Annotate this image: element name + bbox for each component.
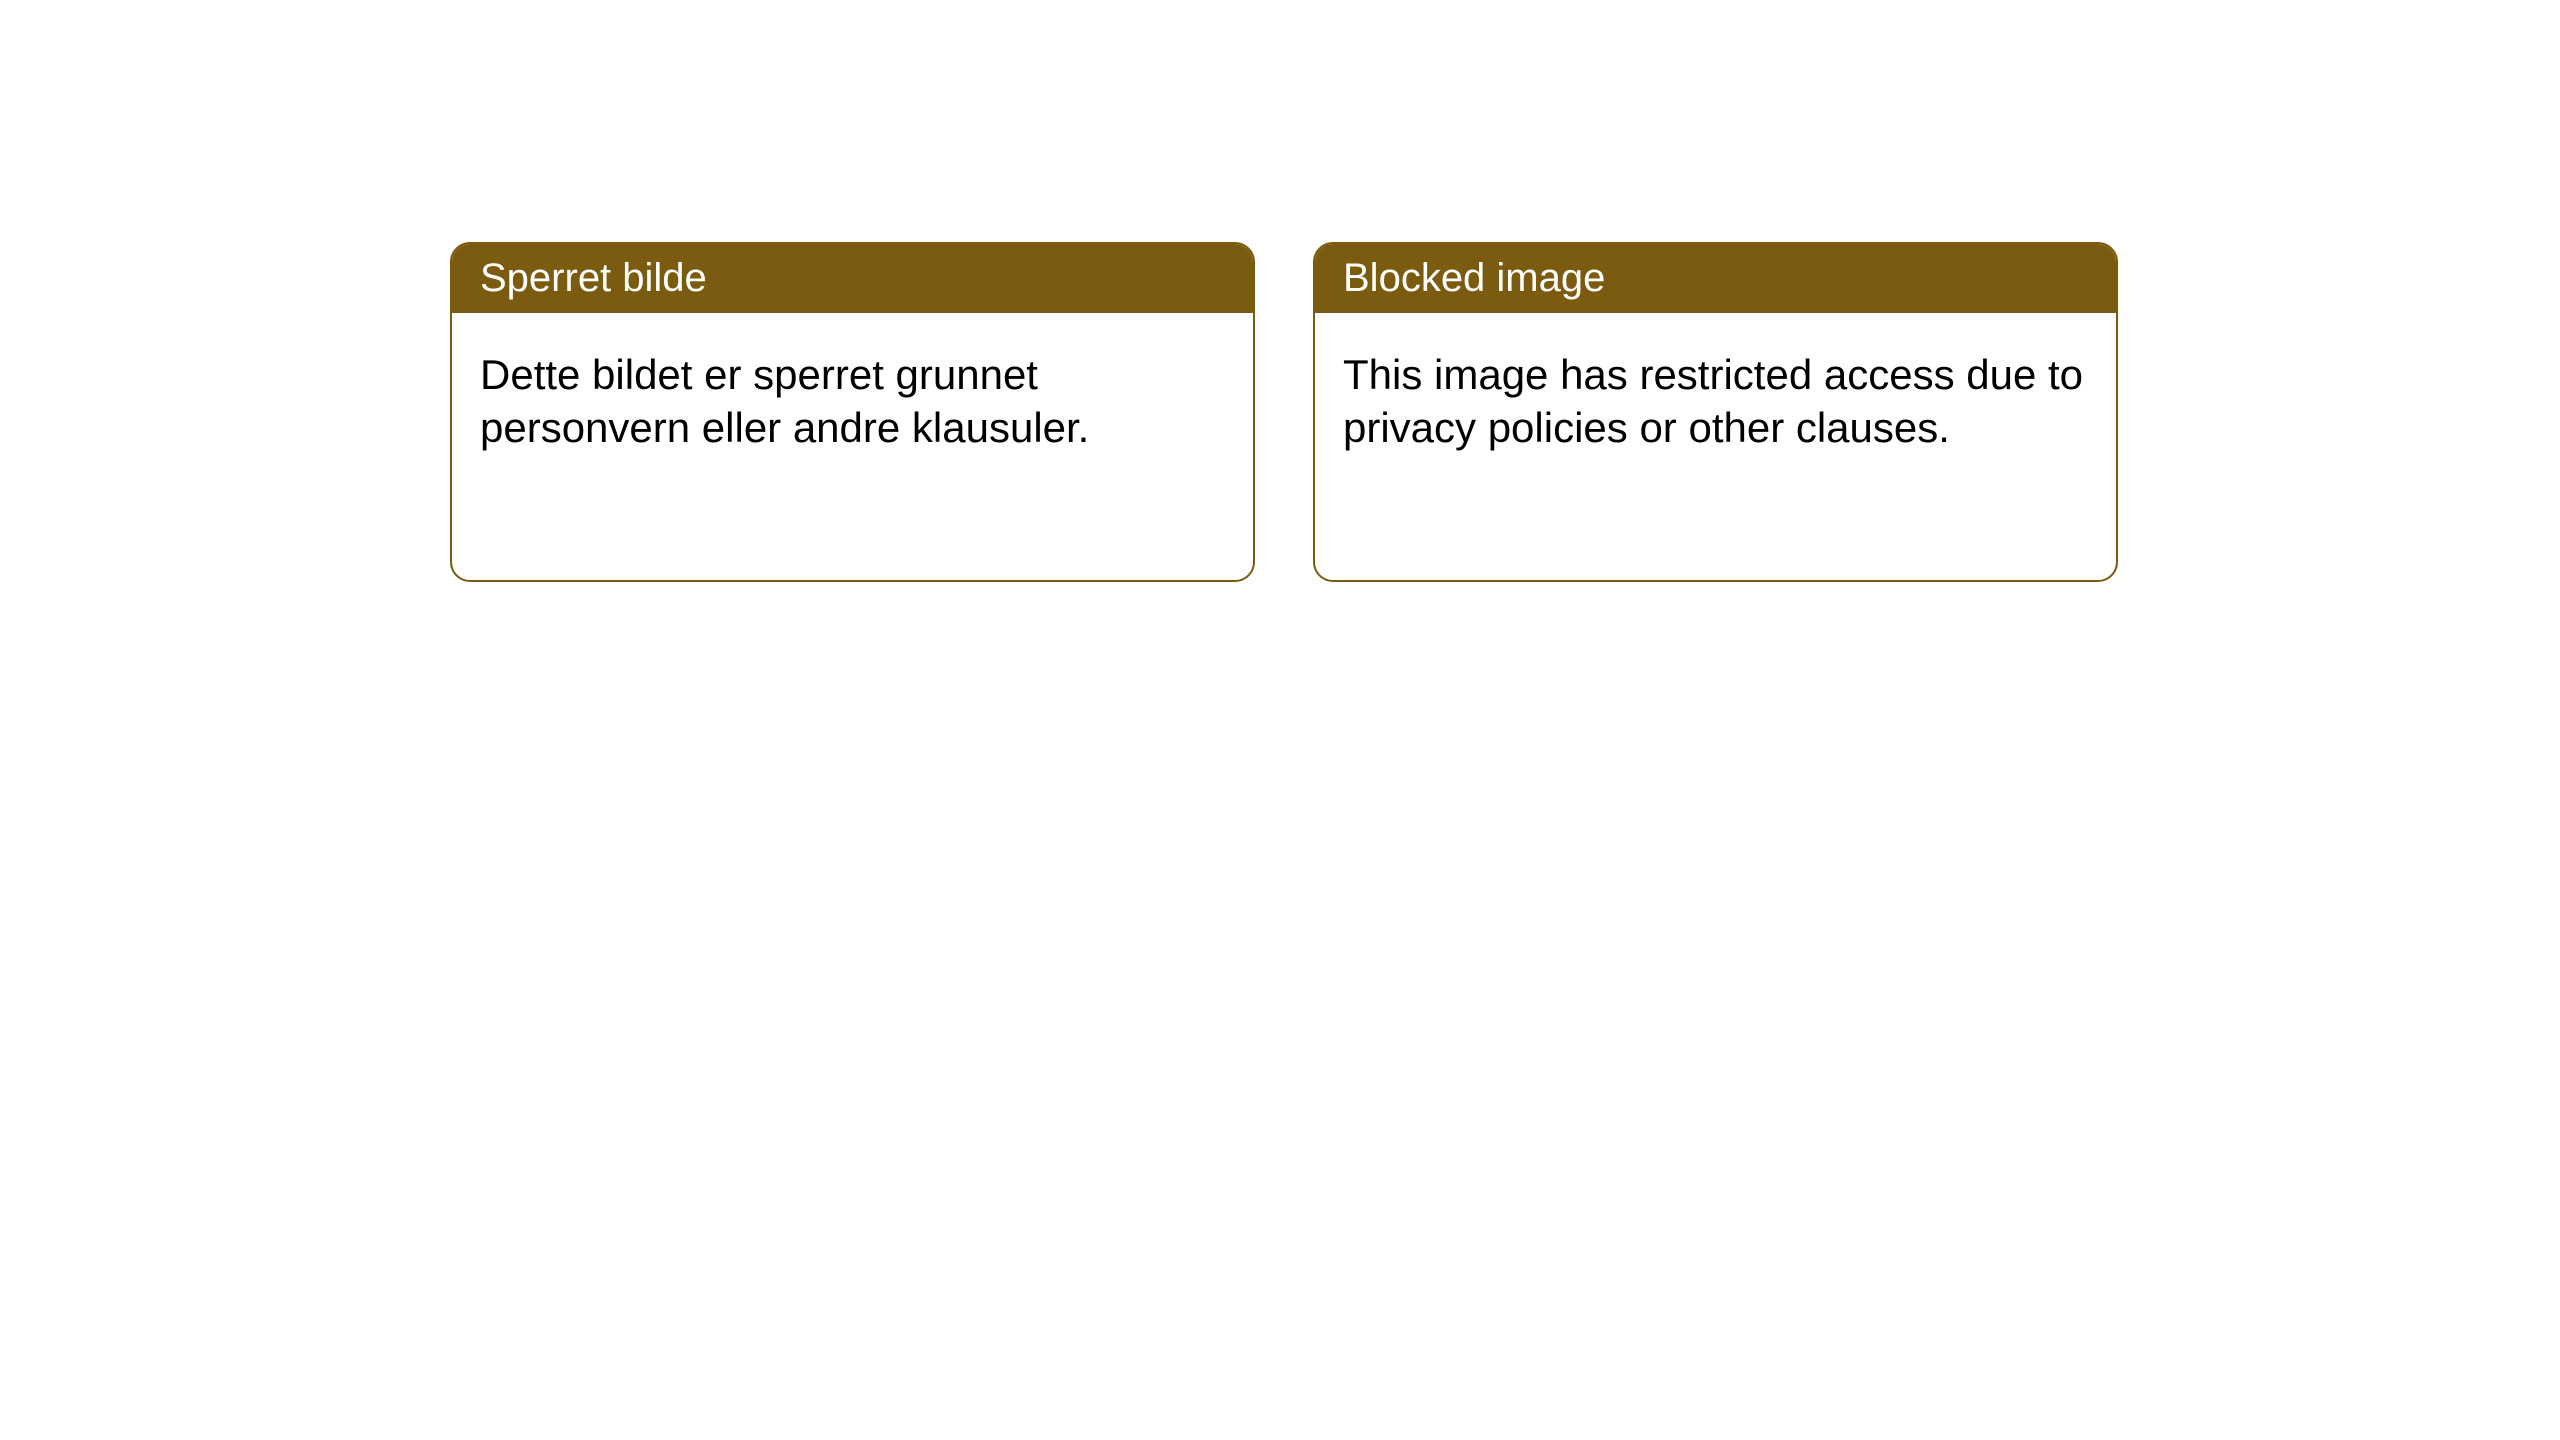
notice-header: Blocked image [1315, 244, 2116, 313]
notice-card-norwegian: Sperret bilde Dette bildet er sperret gr… [450, 242, 1255, 582]
notice-body: Dette bildet er sperret grunnet personve… [452, 313, 1253, 490]
notice-body: This image has restricted access due to … [1315, 313, 2116, 490]
notice-header: Sperret bilde [452, 244, 1253, 313]
notice-container: Sperret bilde Dette bildet er sperret gr… [0, 0, 2560, 582]
notice-card-english: Blocked image This image has restricted … [1313, 242, 2118, 582]
